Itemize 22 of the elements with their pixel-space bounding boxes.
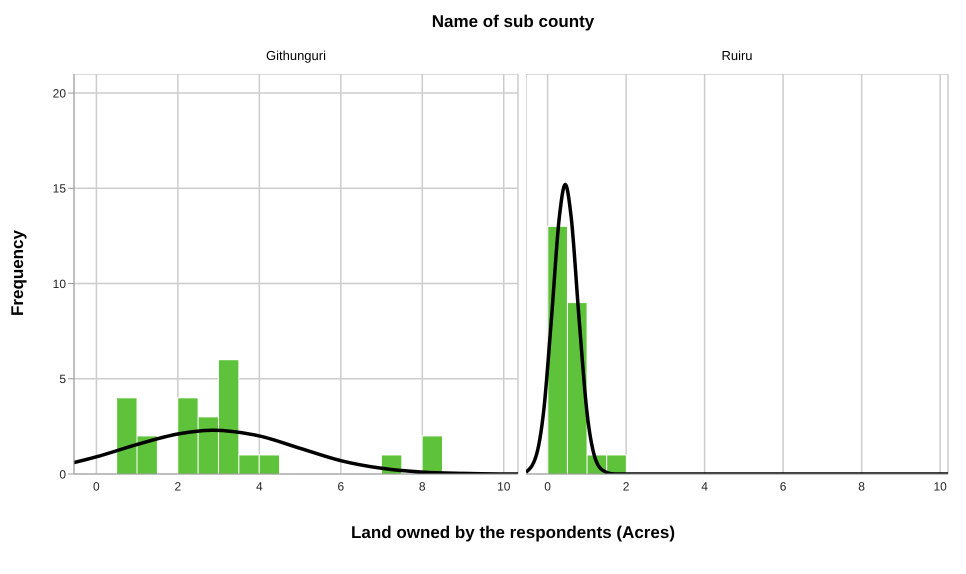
y-tick-label: 20 <box>52 86 66 100</box>
x-tick-label: 8 <box>418 480 426 494</box>
x-tick-label: 2 <box>622 480 630 494</box>
y-tick-label: 10 <box>52 276 66 291</box>
y-axis-title: Frequency <box>8 229 28 318</box>
text: Name of sub county <box>430 12 596 32</box>
x-tick-label: 6 <box>337 480 344 494</box>
x-tick-label: 10 <box>933 480 948 494</box>
x-axis-title: Land owned by the respondents (Acres) <box>350 523 676 543</box>
x-tick-label: 8 <box>858 480 866 494</box>
x-tick-label: 6 <box>780 480 787 494</box>
chart-title: Ruiru <box>720 48 754 63</box>
y-tick-label: 5 <box>59 372 66 386</box>
x-tick-label: 2 <box>174 480 182 494</box>
y-tick-label: 15 <box>52 182 66 196</box>
x-tick-label: 0 <box>93 480 100 494</box>
x-tick-label: 10 <box>497 480 511 494</box>
y-tick-label: 0 <box>59 467 66 482</box>
x-tick-label: 0 <box>544 480 552 494</box>
x-tick-label: 4 <box>256 480 263 494</box>
x-tick-label: 4 <box>701 480 708 494</box>
chart-title: Githunguri <box>265 48 327 63</box>
